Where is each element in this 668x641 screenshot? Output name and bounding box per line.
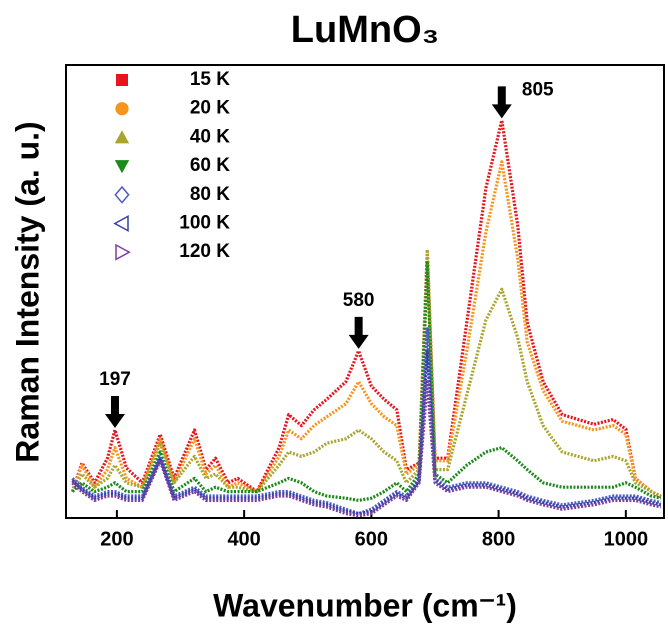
chart-title: LuMnO₃	[291, 9, 439, 51]
legend-label: 100 K	[179, 213, 230, 234]
legend-marker	[116, 74, 128, 86]
legend-label: 60 K	[190, 155, 230, 176]
x-tick-label: 1000	[604, 528, 649, 550]
annotation-label: 805	[522, 79, 554, 100]
series-line	[71, 349, 662, 516]
legend-marker	[114, 130, 130, 144]
x-tick-label: 400	[227, 528, 260, 550]
legend-label: 120 K	[179, 241, 230, 262]
x-tick-label: 600	[355, 528, 388, 550]
series-line	[71, 327, 662, 516]
y-axis-label: Raman Intensity (a. u.)	[9, 121, 45, 462]
legend-label: 15 K	[190, 69, 230, 90]
legend-marker	[114, 185, 130, 204]
legend-label: 20 K	[190, 98, 230, 119]
series-line	[70, 160, 662, 498]
legend-label: 80 K	[190, 184, 230, 205]
annotation-arrow	[348, 316, 369, 349]
series-line	[71, 261, 662, 502]
annotation-arrow	[491, 86, 512, 119]
annotation-arrow	[104, 396, 125, 429]
series-line	[70, 248, 662, 498]
legend-label: 40 K	[190, 126, 230, 147]
annotation-label: 197	[99, 369, 131, 390]
legend-marker	[113, 215, 129, 232]
x-tick-label: 800	[482, 528, 515, 550]
legend-marker	[114, 160, 130, 174]
annotation-label: 580	[343, 290, 375, 311]
legend-marker	[115, 102, 129, 116]
legend-marker	[115, 243, 131, 261]
x-tick-label: 200	[100, 528, 133, 550]
x-axis-label: Wavenumber (cm⁻¹)	[213, 587, 517, 623]
plot-frame	[65, 64, 665, 519]
